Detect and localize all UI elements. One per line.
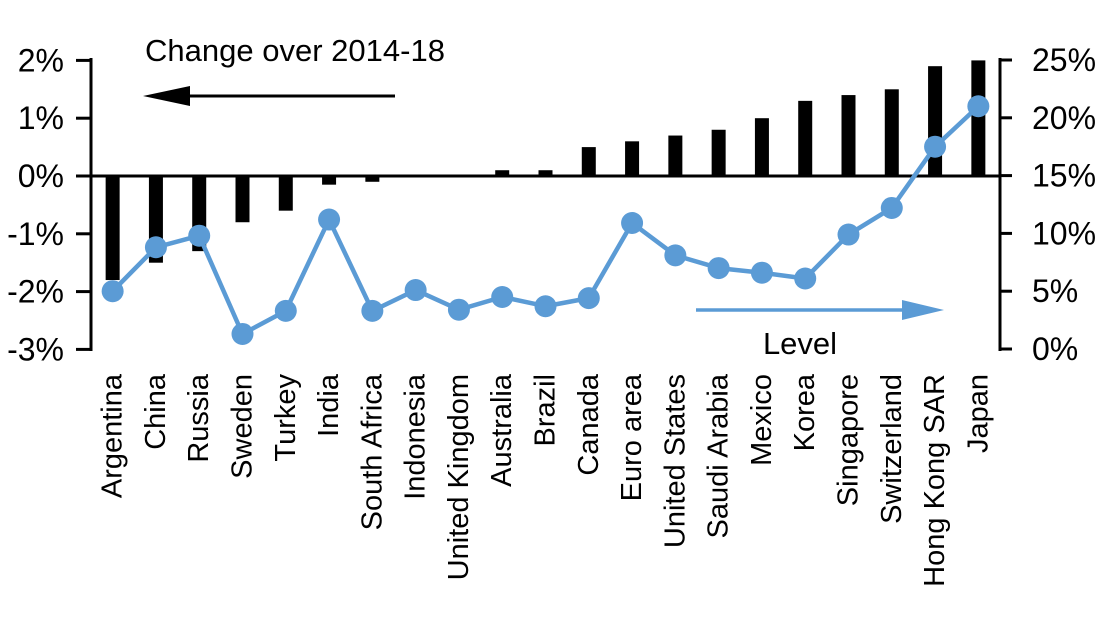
level-marker-australia xyxy=(491,285,514,308)
category-label-india: India xyxy=(313,373,345,437)
category-label-mexico: Mexico xyxy=(746,374,778,466)
bar-euro-area xyxy=(625,141,640,176)
line-series-label: Level xyxy=(762,326,838,361)
bar-series-title: Change over 2014-18 xyxy=(145,33,445,68)
bar-turkey xyxy=(278,176,293,211)
bar-sweden xyxy=(235,176,250,223)
category-label-south-africa: South Africa xyxy=(356,373,388,530)
level-marker-russia xyxy=(188,224,211,247)
level-marker-japan xyxy=(967,95,990,118)
category-label-argentina: Argentina xyxy=(97,373,129,498)
bar-switzerland xyxy=(884,89,899,176)
level-marker-south-africa xyxy=(361,299,384,322)
category-label-united-states: United States xyxy=(659,374,691,548)
left-arrow-icon xyxy=(143,86,190,106)
bar-brazil xyxy=(538,170,553,176)
right-axis-tick-label: 15% xyxy=(1032,158,1096,194)
right-arrow-icon xyxy=(902,300,944,320)
level-marker-canada xyxy=(577,287,600,310)
category-label-saudi-arabia: Saudi Arabia xyxy=(703,373,735,538)
category-label-russia: Russia xyxy=(183,373,215,463)
category-label-china: China xyxy=(140,373,172,450)
level-marker-sweden xyxy=(231,322,254,345)
level-marker-argentina xyxy=(101,280,124,303)
level-marker-singapore xyxy=(837,223,860,246)
level-marker-turkey xyxy=(274,299,297,322)
level-marker-united-kingdom xyxy=(447,298,470,321)
category-label-indonesia: Indonesia xyxy=(400,373,432,500)
level-marker-india xyxy=(318,208,341,231)
level-marker-mexico xyxy=(750,261,773,284)
level-marker-saudi-arabia xyxy=(707,257,730,280)
right-axis-tick-label: 10% xyxy=(1032,215,1096,251)
bar-canada xyxy=(581,147,596,176)
category-label-canada: Canada xyxy=(573,373,605,475)
category-label-brazil: Brazil xyxy=(530,374,562,447)
category-label-euro-area: Euro area xyxy=(616,373,648,501)
category-label-hong-kong-sar: Hong Kong SAR xyxy=(919,374,951,587)
left-axis-tick-label: 1% xyxy=(18,100,64,136)
level-marker-korea xyxy=(794,267,817,290)
left-axis-tick-label: -1% xyxy=(7,216,64,252)
level-marker-united-states xyxy=(664,244,687,267)
bar-korea xyxy=(798,100,813,176)
left-axis-tick-label: -2% xyxy=(7,274,64,310)
left-axis-tick-label: 0% xyxy=(18,158,64,194)
category-label-turkey: Turkey xyxy=(270,374,302,462)
category-label-united-kingdom: United Kingdom xyxy=(443,374,475,580)
level-marker-indonesia xyxy=(404,279,427,302)
right-axis-tick-label: 25% xyxy=(1032,42,1096,78)
bar-hong-kong-sar xyxy=(928,66,943,176)
category-label-korea: Korea xyxy=(789,373,821,451)
left-axis-tick-label: -3% xyxy=(7,331,64,367)
right-axis-tick-label: 5% xyxy=(1032,273,1078,309)
level-marker-hong-kong-sar xyxy=(924,135,947,158)
level-marker-switzerland xyxy=(880,196,903,219)
bar-singapore xyxy=(841,95,856,176)
bar-india xyxy=(322,176,337,185)
category-label-switzerland: Switzerland xyxy=(876,374,908,524)
bar-south-africa xyxy=(365,176,380,182)
level-marker-brazil xyxy=(534,295,557,318)
right-axis-tick-label: 20% xyxy=(1032,100,1096,136)
bar-australia xyxy=(495,170,510,176)
bar-japan xyxy=(971,60,986,176)
right-axis-tick-label: 0% xyxy=(1032,331,1078,367)
bar-united-states xyxy=(668,135,683,176)
category-label-japan: Japan xyxy=(962,374,994,453)
category-label-australia: Australia xyxy=(486,373,518,487)
bar-argentina xyxy=(105,176,120,281)
bar-saudi-arabia xyxy=(711,129,726,176)
level-marker-china xyxy=(144,236,167,259)
left-axis-tick-label: 2% xyxy=(18,42,64,78)
category-label-sweden: Sweden xyxy=(227,374,259,479)
level-marker-euro-area xyxy=(621,211,644,234)
bar-mexico xyxy=(754,118,769,176)
category-label-singapore: Singapore xyxy=(833,374,865,506)
